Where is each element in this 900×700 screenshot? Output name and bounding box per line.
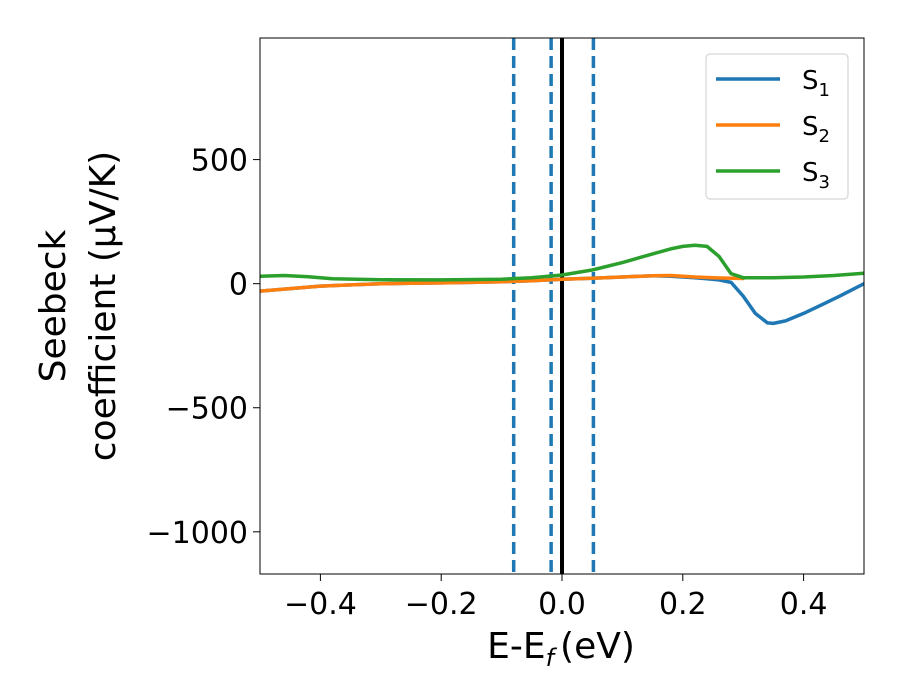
x-axis: −0.4 −0.2 0.0 0.2 0.4 xyxy=(284,574,827,622)
series-line-s2 xyxy=(260,273,745,293)
x-tick-label: 0.0 xyxy=(538,587,586,622)
series-line-s3 xyxy=(260,243,864,282)
y-axis-label-line1: Seebeck xyxy=(33,229,74,382)
legend-label-s1: S1 xyxy=(802,66,830,101)
x-tick-label: −0.2 xyxy=(405,587,478,622)
x-tick-label: 0.4 xyxy=(780,587,828,622)
x-tick-label: −0.4 xyxy=(284,587,357,622)
y-tick-label: 0 xyxy=(229,268,248,303)
series-lines xyxy=(260,243,864,326)
reference-lines xyxy=(511,38,596,574)
x-axis-label: E-Ef (eV) xyxy=(487,626,635,672)
y-axis-label-line2: coefficient (μV/K) xyxy=(83,151,124,461)
y-axis-label-group: Seebeck coefficient (μV/K) xyxy=(33,151,124,461)
y-tick-label: −1000 xyxy=(147,516,248,551)
y-tick-label: 500 xyxy=(191,144,248,179)
legend-label-s2: S2 xyxy=(802,112,830,147)
y-axis: −1000 −500 0 500 xyxy=(147,144,260,551)
legend: S1 S2 S3 xyxy=(705,53,849,200)
x-tick-label: 0.2 xyxy=(659,587,707,622)
legend-label-s3: S3 xyxy=(802,158,830,193)
y-tick-label: −500 xyxy=(166,392,248,427)
